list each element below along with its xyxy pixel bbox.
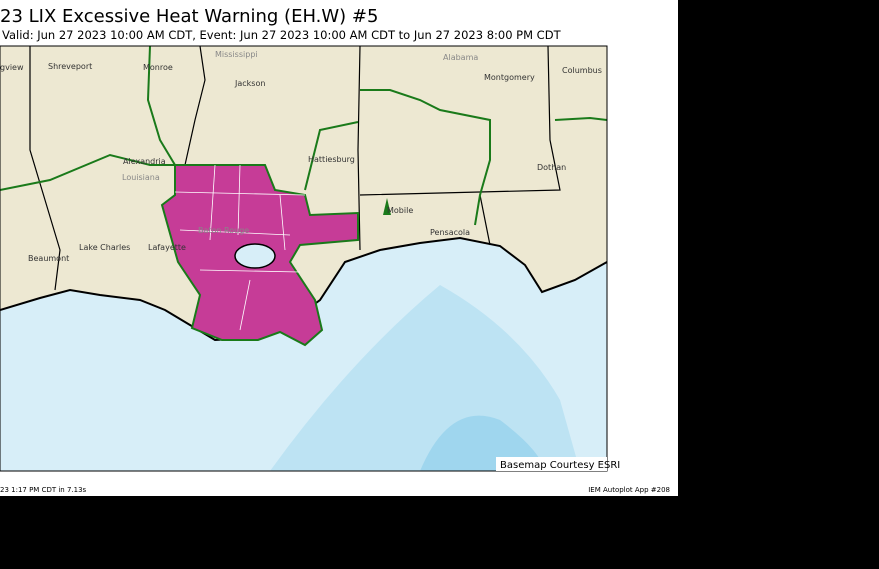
city-label: Montgomery — [484, 73, 535, 82]
city-label: Dothan — [537, 163, 566, 172]
city-labels: gview Shreveport Monroe Mississippi Jack… — [0, 50, 602, 263]
city-label: Columbus — [562, 66, 602, 75]
credit-box — [496, 457, 607, 471]
credit: Basemap Courtesy ESRI — [500, 460, 620, 471]
city-label: Pensacola — [430, 228, 470, 237]
footer-right: IEM Autoplot App #208 — [588, 486, 670, 494]
city-label: Beaumont — [28, 254, 69, 263]
city-label: Baton Rouge — [198, 226, 249, 235]
parish-borders — [174, 164, 306, 331]
subtitle: Valid: Jun 27 2023 10:00 AM CDT, Event: … — [2, 28, 562, 42]
title: 23 LIX Excessive Heat Warning (EH.W) #5 — [0, 6, 378, 27]
cwa-borders — [0, 46, 607, 226]
map-frame — [0, 45, 608, 472]
map: gview Shreveport Monroe Mississippi Jack… — [0, 45, 620, 472]
mobile-bay — [383, 198, 391, 215]
city-label: Monroe — [143, 63, 173, 72]
city-label: gview — [0, 63, 24, 72]
city-label: Mobile — [387, 206, 413, 215]
city-label: Hattiesburg — [308, 155, 355, 164]
city-label: Jackson — [234, 79, 265, 88]
city-label: Lake Charles — [79, 243, 130, 252]
city-label: Shreveport — [48, 62, 92, 71]
city-label: Alexandria — [123, 157, 166, 166]
lake-pontchartrain — [234, 243, 276, 269]
region-label: Mississippi — [215, 50, 258, 59]
state-borders — [29, 46, 561, 291]
region-label: Louisiana — [122, 173, 160, 182]
city-label: Lafayette — [148, 243, 186, 252]
region-label: Alabama — [443, 53, 478, 62]
footer-left: 23 1:17 PM CDT in 7.13s — [0, 486, 87, 494]
